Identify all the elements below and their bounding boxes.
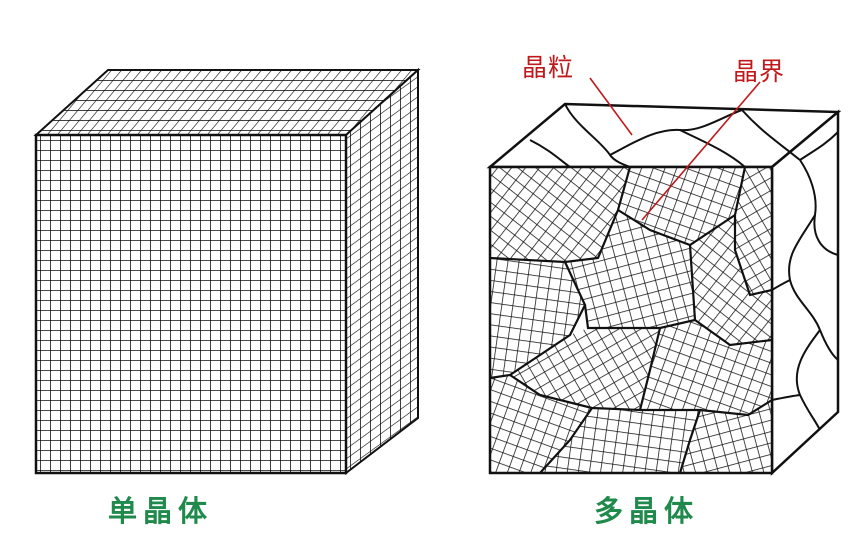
- grain-label: 晶粒: [522, 53, 575, 82]
- grain-4: [490, 258, 585, 378]
- grain-1: [490, 167, 630, 262]
- grain-11: [680, 400, 772, 473]
- single-crystal-front-face: [34, 133, 348, 475]
- grain-10: [540, 408, 700, 473]
- polycrystal-cube: [486, 102, 842, 476]
- polycrystal-front-face: [490, 167, 772, 473]
- single-crystal-cube: [33, 67, 421, 476]
- grain-3: [735, 167, 772, 295]
- side-grain-boundaries: [771, 131, 839, 431]
- single-crystal-side-face: [345, 67, 419, 476]
- grain-leader-line: [589, 77, 633, 136]
- grain-6: [690, 215, 772, 345]
- grain-boundary-label: 晶界: [733, 57, 786, 86]
- single-crystal-caption: 单晶体: [108, 494, 214, 528]
- grain-7: [510, 328, 660, 410]
- top-grain-boundaries: [529, 103, 801, 168]
- grain-2: [618, 167, 745, 245]
- grain-8: [640, 320, 772, 415]
- polycrystal-caption: 多晶体: [594, 494, 700, 528]
- grain-9: [490, 375, 592, 473]
- grain-boundary-leader-line: [641, 81, 761, 221]
- grain-5: [565, 210, 695, 328]
- front-grain-boundaries: [490, 167, 772, 473]
